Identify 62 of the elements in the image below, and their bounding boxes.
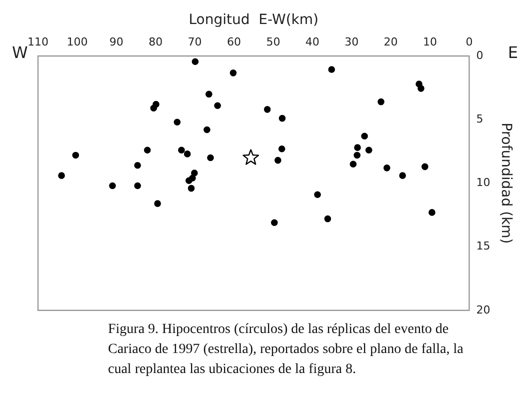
x-tick-label: 60 — [227, 35, 241, 48]
x-tick-label: 100 — [66, 35, 88, 48]
x-tick-label: 80 — [148, 35, 163, 48]
point — [150, 104, 158, 112]
point — [274, 156, 282, 164]
point — [144, 146, 151, 154]
point — [278, 114, 286, 122]
point — [72, 152, 80, 159]
x-tick-label: 0 — [466, 35, 473, 48]
y-tick-label: 5 — [476, 112, 484, 126]
point — [324, 215, 332, 222]
point — [134, 182, 141, 190]
y-tick-label: 15 — [476, 240, 490, 253]
point — [354, 144, 361, 151]
point — [354, 152, 360, 159]
text: Figura 9. Hipocentros (círculos) de las réplicas del evento de Cariaco de 1997 (estrella), reportados sobre el plano de falla, la cual replantea las ubicaciones de la figura 8. — [108, 321, 464, 379]
point — [328, 66, 336, 73]
point — [191, 170, 198, 176]
point — [314, 191, 321, 198]
point — [350, 160, 357, 168]
point — [174, 118, 181, 126]
point — [418, 85, 424, 92]
point — [365, 146, 372, 154]
point — [154, 200, 161, 207]
point — [184, 150, 191, 158]
point — [399, 172, 406, 179]
y-tick-label: 0 — [476, 48, 484, 62]
point — [207, 154, 214, 162]
point — [206, 90, 212, 98]
point — [230, 70, 237, 76]
point — [192, 58, 199, 65]
x-tick-label: 110 — [28, 35, 48, 48]
point — [134, 162, 141, 169]
point — [361, 132, 368, 140]
point — [109, 182, 116, 190]
x-tick-label: 30 — [344, 35, 359, 48]
x-tick-label: 40 — [305, 35, 320, 48]
x-tick-label: 10 — [423, 35, 438, 48]
point — [278, 145, 286, 152]
text: W — [12, 43, 28, 62]
text: E — [508, 43, 518, 62]
point — [204, 126, 210, 134]
point — [214, 102, 221, 110]
x-axis-title: Longitud E-W(km) — [188, 12, 318, 28]
point — [188, 184, 195, 192]
point — [383, 164, 390, 172]
y-tick-label: 20 — [476, 303, 490, 316]
y-tick-label: 10 — [476, 176, 490, 190]
x-tick-label: 50 — [266, 35, 280, 48]
point — [378, 98, 384, 106]
point — [58, 172, 65, 179]
x-tick-label: 90 — [109, 35, 124, 48]
point — [270, 219, 278, 226]
point — [242, 149, 260, 165]
point — [422, 163, 428, 170]
point — [178, 146, 185, 154]
y-axis-title: Profundidad (km) — [498, 122, 514, 244]
point — [428, 209, 436, 216]
point — [186, 177, 192, 184]
x-tick-label: 70 — [188, 35, 202, 48]
x-tick-label: 20 — [384, 35, 398, 48]
point — [264, 106, 271, 113]
